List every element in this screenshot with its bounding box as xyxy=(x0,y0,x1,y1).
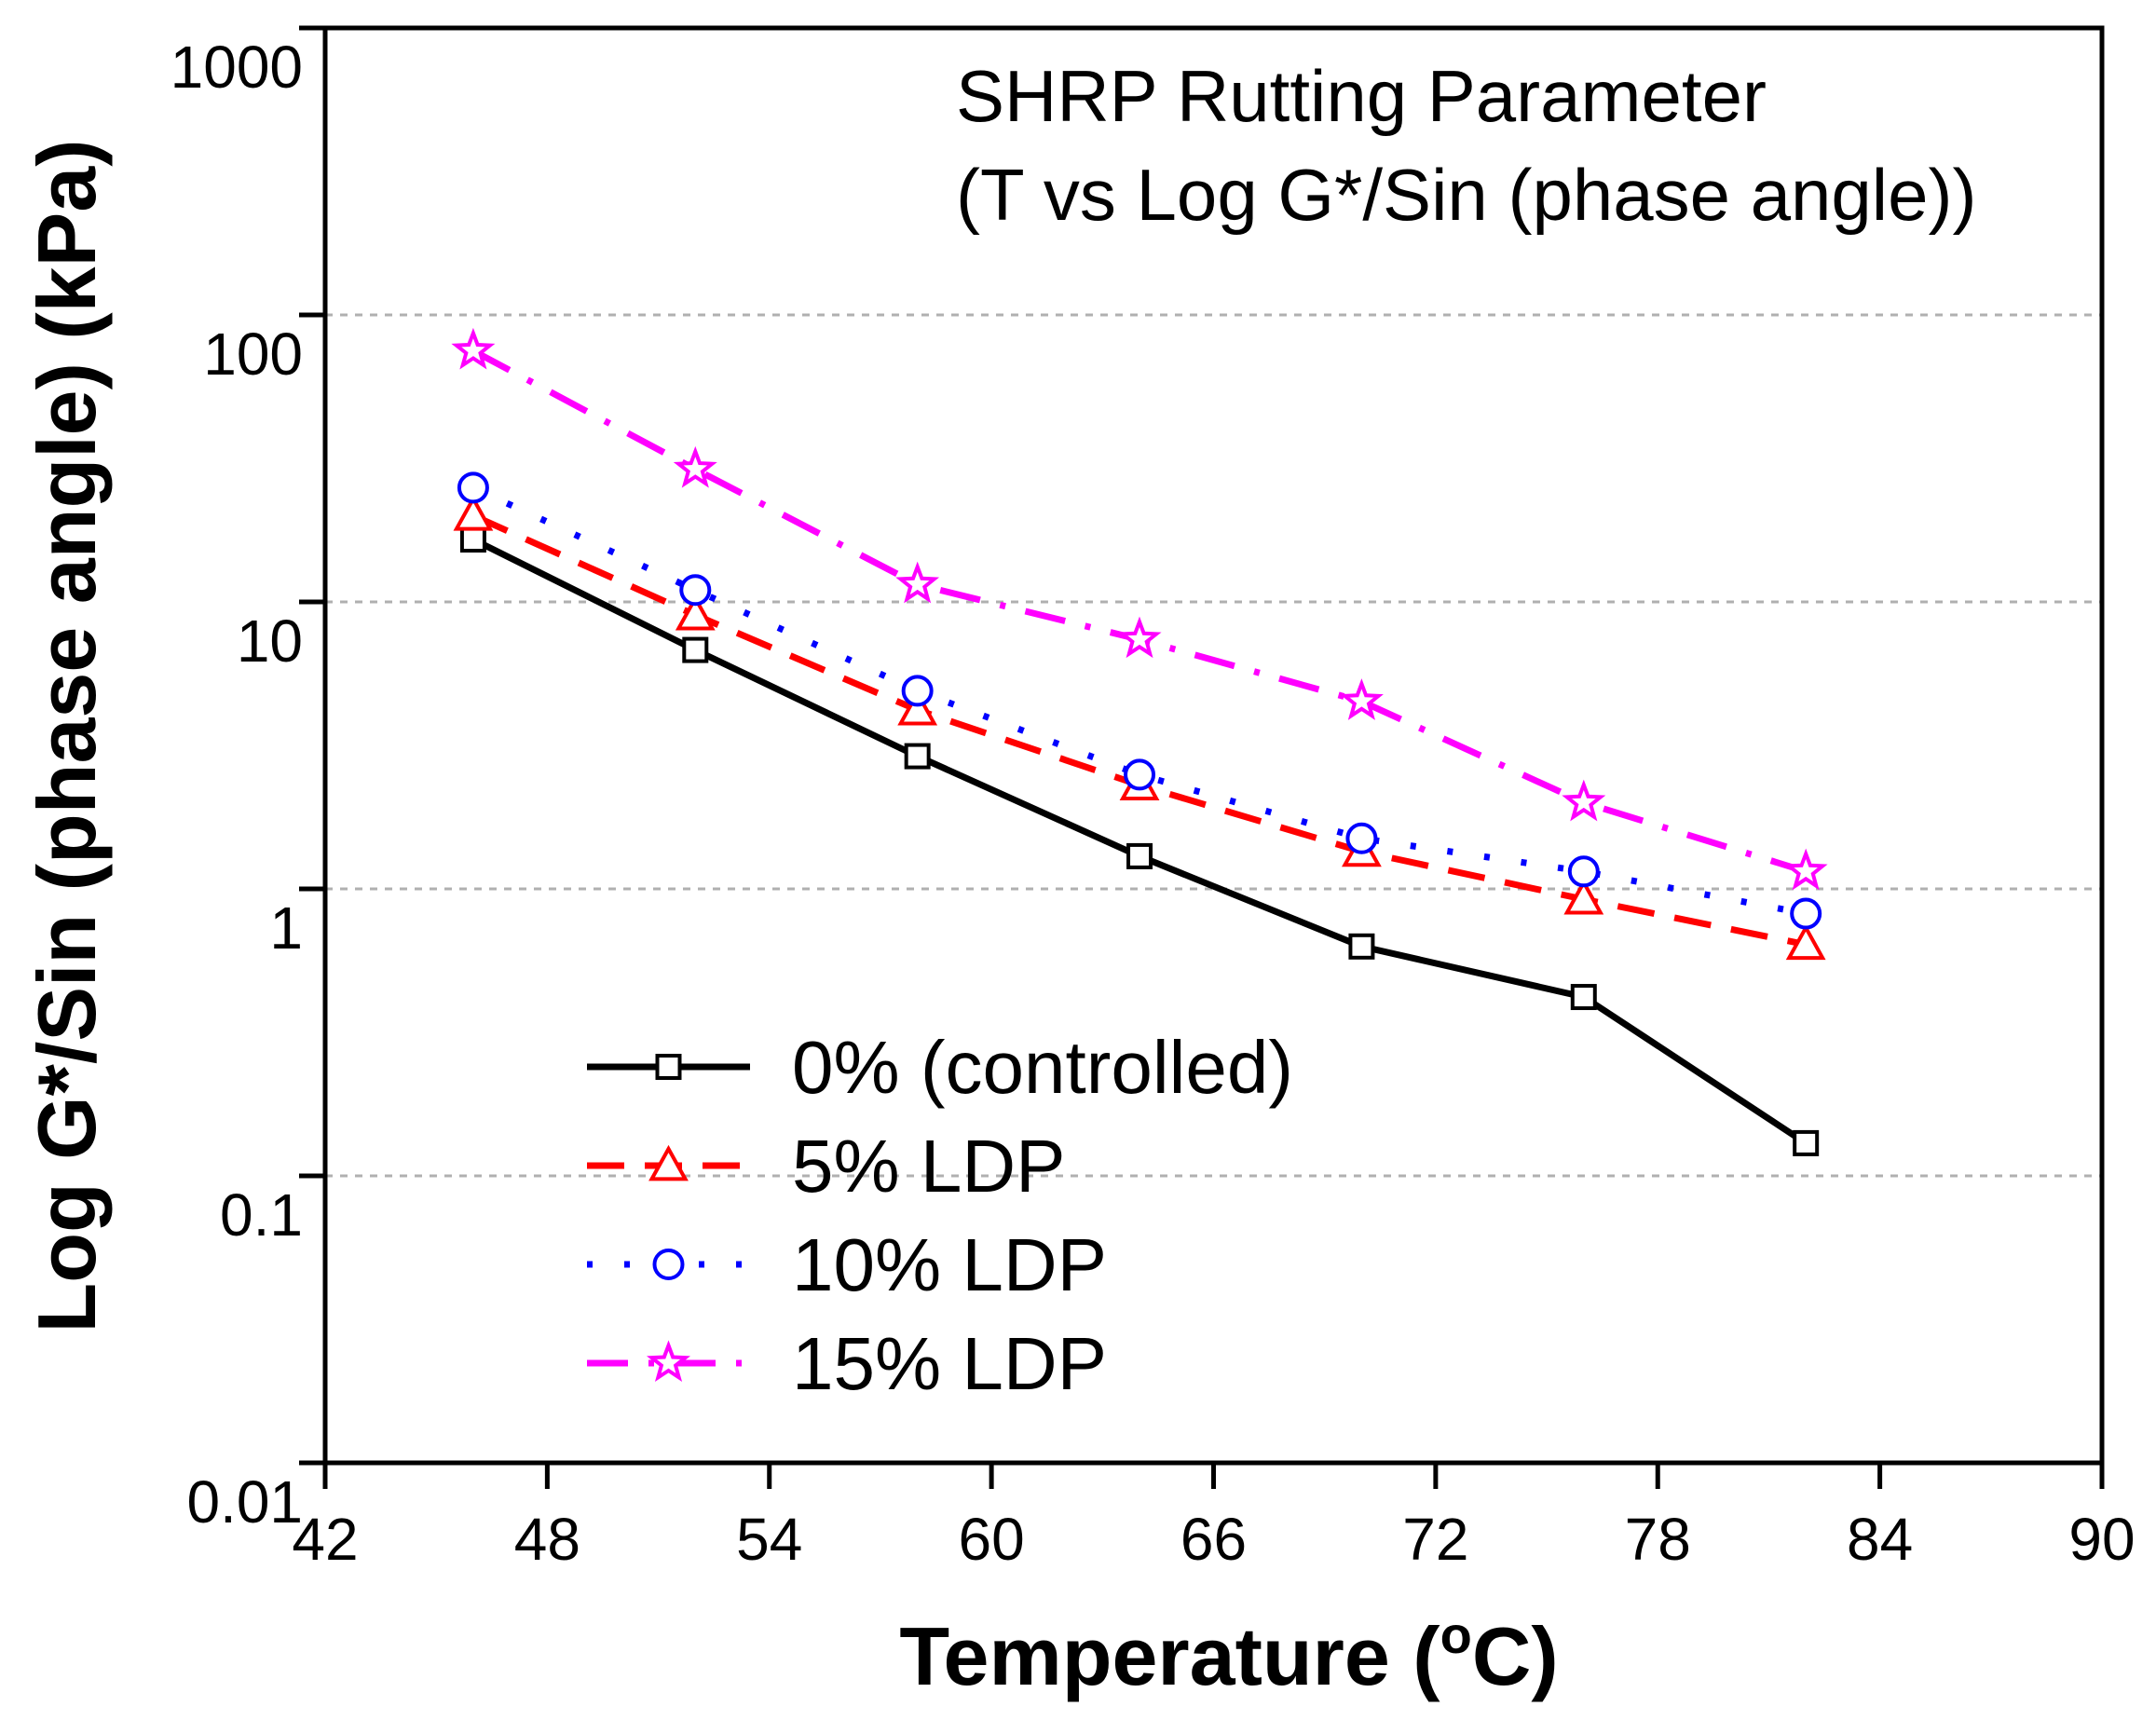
data-point-s2-0 xyxy=(457,471,489,504)
x-axis-title-end: C) xyxy=(1472,1610,1559,1702)
y-tick-label-1000: 1000 xyxy=(171,34,303,101)
series-2 xyxy=(457,471,1822,930)
data-point-s0-6 xyxy=(1793,1129,1820,1156)
data-point-s0-0 xyxy=(459,526,486,553)
x-tick-label-84: 84 xyxy=(1847,1506,1913,1573)
x-tick-label-72: 72 xyxy=(1402,1506,1468,1573)
data-point-s1-0 xyxy=(453,495,494,531)
data-point-s3-1 xyxy=(673,445,717,488)
data-point-s0-5 xyxy=(1570,984,1597,1011)
data-point-s3-2 xyxy=(895,561,940,604)
grid-layer xyxy=(325,313,2102,1178)
legend-label-3: 15% LDP xyxy=(792,1322,1107,1405)
y-tick-label-10: 10 xyxy=(237,607,303,675)
y-tick-label-1: 1 xyxy=(269,894,303,962)
chart-title: SHRP Rutting Parameter xyxy=(956,55,1767,137)
series-0 xyxy=(459,526,1820,1156)
legend-marker-2 xyxy=(652,1249,685,1280)
legend-label-1: 5% LDP xyxy=(792,1125,1065,1208)
data-point-s3-6 xyxy=(1783,848,1828,891)
x-tick-label-90: 90 xyxy=(2068,1506,2135,1573)
data-point-s1-5 xyxy=(1563,879,1604,915)
data-point-s0-3 xyxy=(1126,842,1153,869)
data-point-s0-4 xyxy=(1348,933,1375,960)
data-point-s2-2 xyxy=(901,675,934,707)
legend-label-0: 0% (controlled) xyxy=(792,1026,1293,1109)
data-point-s1-2 xyxy=(897,689,938,726)
x-tick-label-78: 78 xyxy=(1625,1506,1691,1573)
legend-marker-0 xyxy=(655,1054,682,1080)
x-tick-label-60: 60 xyxy=(959,1506,1025,1573)
data-point-s1-1 xyxy=(675,594,716,631)
legend-item-0: 0% (controlled) xyxy=(587,1026,1293,1109)
x-axis-title: Temperature (oC) xyxy=(899,1605,1558,1702)
data-point-s3-4 xyxy=(1339,678,1384,720)
y-tick-label-0.1: 0.1 xyxy=(220,1181,303,1249)
axis-layer: 42 48 54 60 66 72 78 84 90 0.01 0.1 1 10 100 1000 xyxy=(171,25,2136,1573)
data-point-s3-5 xyxy=(1562,779,1606,822)
data-point-s2-3 xyxy=(1124,758,1156,791)
data-point-s1-6 xyxy=(1785,923,1826,961)
series-layer xyxy=(451,327,1828,1156)
legend-item-2: 10% LDP xyxy=(587,1223,1107,1306)
x-tick-label-54: 54 xyxy=(736,1506,802,1573)
data-point-s2-1 xyxy=(679,574,712,607)
data-point-s2-5 xyxy=(1567,855,1600,888)
legend-marker-3 xyxy=(646,1340,691,1383)
series-3 xyxy=(451,327,1828,891)
legend: 0% (controlled) 5% LDP 10% LDP 15% LDP xyxy=(587,1026,1293,1405)
y-tick-label-100: 100 xyxy=(203,321,303,388)
x-tick-label-42: 42 xyxy=(292,1506,358,1573)
legend-item-1: 5% LDP xyxy=(587,1125,1065,1208)
legend-label-2: 10% LDP xyxy=(792,1223,1107,1306)
data-point-s2-4 xyxy=(1345,822,1378,854)
x-tick-label-48: 48 xyxy=(514,1506,580,1573)
data-point-s3-0 xyxy=(451,327,496,370)
x-axis-title-superscript: o xyxy=(1440,1605,1472,1664)
data-point-s0-1 xyxy=(682,636,709,663)
x-tick-label-66: 66 xyxy=(1180,1506,1247,1573)
legend-marker-1 xyxy=(648,1144,689,1181)
chart-subtitle: (T vs Log G*/Sin (phase angle)) xyxy=(956,154,1976,236)
x-axis-title-main: Temperature ( xyxy=(899,1610,1440,1702)
data-point-s3-3 xyxy=(1117,616,1162,659)
legend-item-3: 15% LDP xyxy=(587,1322,1107,1405)
data-point-s2-6 xyxy=(1790,897,1822,930)
y-tick-label-0.01: 0.01 xyxy=(186,1468,303,1536)
data-point-s0-2 xyxy=(904,743,931,770)
y-axis-title: Log G*/Sin (phase angle) (kPa) xyxy=(20,139,113,1332)
